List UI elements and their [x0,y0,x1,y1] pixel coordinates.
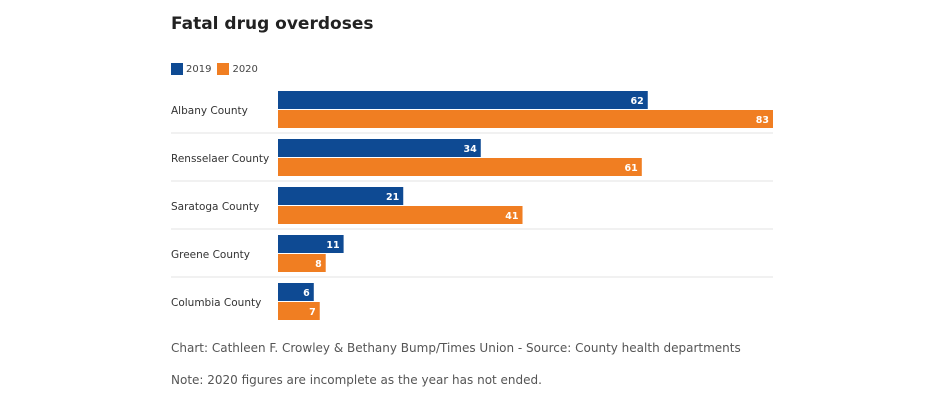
bar-2019 [278,283,314,301]
bar-2020 [278,110,773,128]
legend-label-2020: 2020 [232,63,258,75]
data-label-2019: 6 [303,288,310,299]
chart-title: Fatal drug overdoses [171,14,374,34]
chart-note: Note: 2020 figures are incomplete as the… [171,373,542,387]
category-label: Greene County [171,249,250,261]
data-label-2020: 83 [756,115,769,126]
legend-label-2019: 2019 [186,63,212,75]
bar-2020 [278,302,320,320]
data-label-2019: 34 [464,144,478,155]
chart-credit: Chart: Cathleen F. Crowley & Bethany Bum… [171,341,741,355]
legend-item-2019: 2019 [171,63,211,75]
category-label: Columbia County [171,297,261,309]
data-label-2020: 41 [505,211,518,222]
data-label-2019: 62 [631,96,644,107]
legend-swatch-2019 [171,63,183,75]
data-label-2020: 7 [309,307,316,318]
data-label-2019: 11 [326,240,339,251]
bar-2019 [278,91,648,109]
legend-swatch-2020 [217,63,230,75]
category-label: Rensselaer County [171,153,269,165]
bar-2019 [278,187,404,205]
legend: 2019 2020 [171,63,264,75]
category-label: Saratoga County [171,201,259,213]
bar-2020 [278,206,523,224]
data-label-2020: 61 [625,163,638,174]
data-label-2020: 8 [315,259,322,270]
bar-2020 [278,158,642,176]
category-label: Albany County [171,105,248,117]
bar-2020 [278,254,326,272]
bar-2019 [278,235,344,253]
data-label-2019: 21 [386,192,399,203]
legend-item-2020: 2020 [217,63,258,75]
bar-2019 [278,139,481,157]
